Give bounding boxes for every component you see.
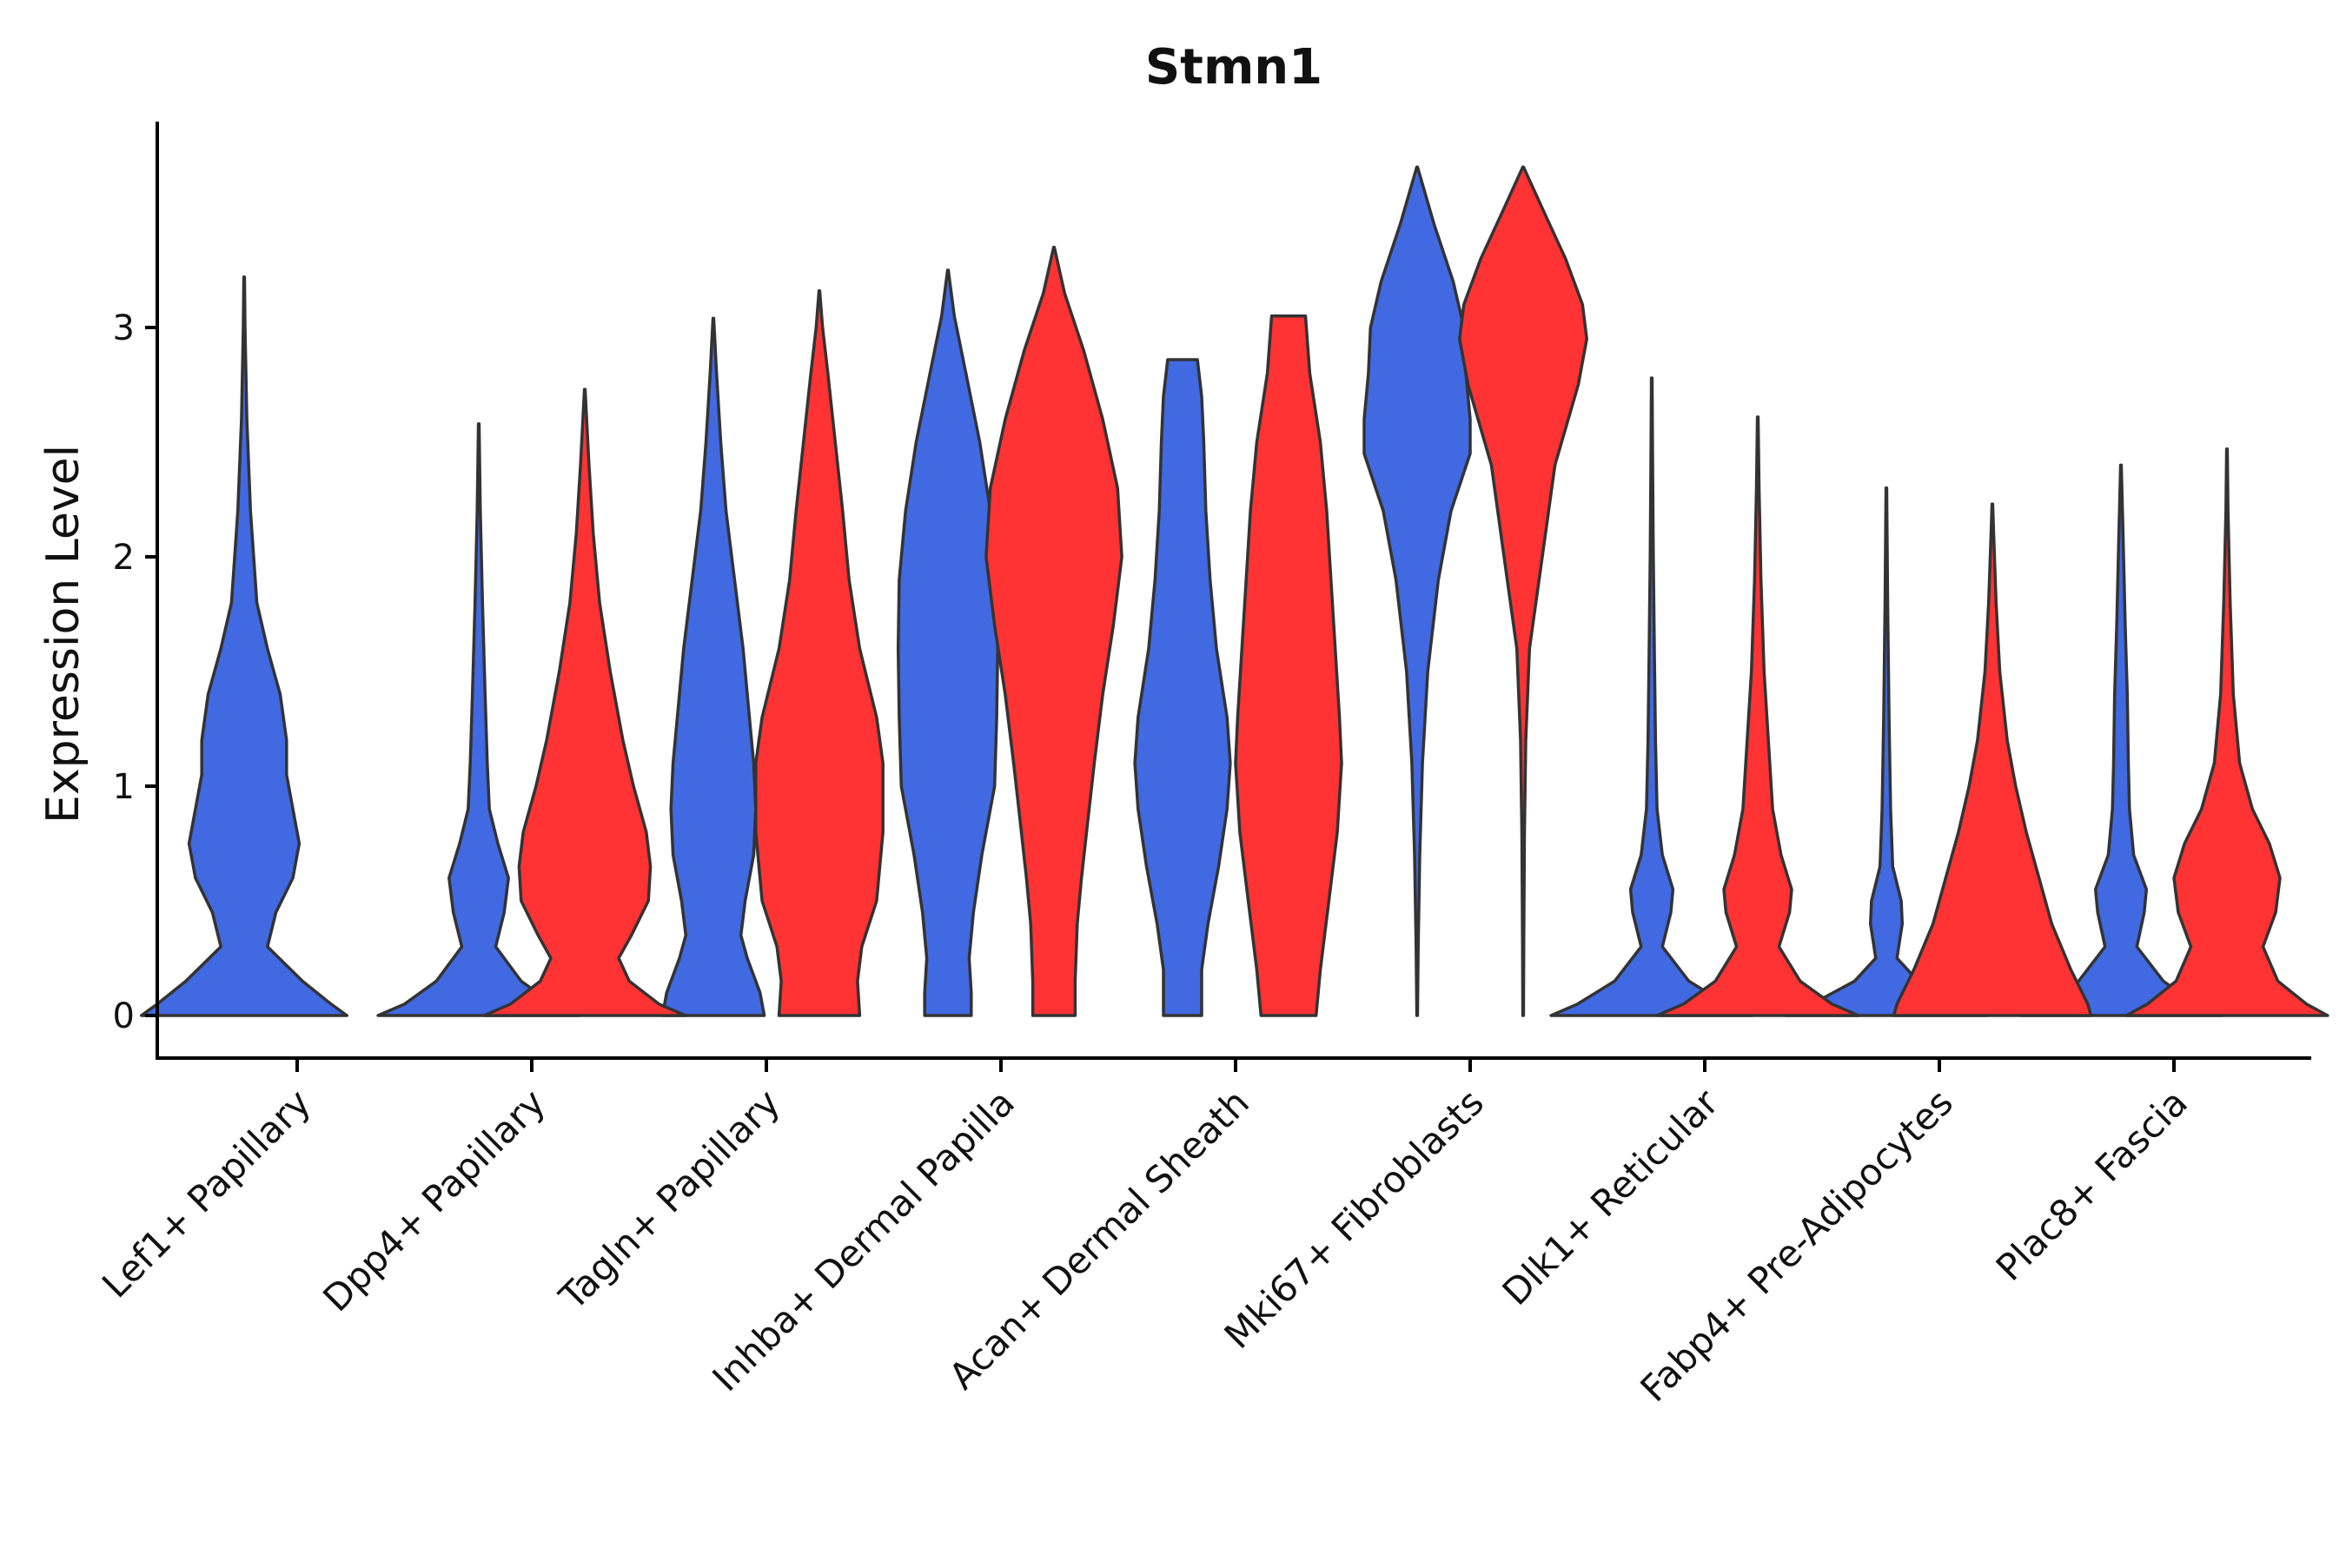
y-tick-label: 1 [113,767,135,807]
x-tick-label: Tagln+ Papillary [551,1081,788,1318]
x-tick-label: Mki67+ Fibroblasts [1216,1081,1492,1356]
violin-group2-6 [1655,415,1860,1017]
chart-title: Stmn1 [1145,39,1322,96]
x-tick-label: Dpp4+ Papillary [315,1081,553,1320]
violin-group1-5 [1362,165,1472,1017]
violin-group1-1 [376,422,581,1017]
y-axis-label: Expression Level [37,445,89,824]
violin-group2-8 [2124,447,2329,1017]
violin-group1-4 [1133,358,1232,1017]
violin-group2-2 [754,289,885,1017]
violin-group1-7 [1784,486,1989,1017]
x-tick-label: Plac8+ Fascia [1988,1081,2196,1288]
violin-group2-7 [1892,502,2093,1017]
y-tick-label: 3 [113,308,135,348]
y-tick-label: 0 [113,996,135,1036]
y-tick-label: 2 [113,538,135,578]
violin-group2-4 [1234,314,1343,1017]
violin-group2-1 [482,387,687,1017]
violin-group2-5 [1458,165,1588,1017]
violin-group1-0 [139,275,349,1017]
violin-group1-2 [660,316,766,1017]
violin-group1-8 [2018,463,2223,1017]
violin-group2-3 [984,245,1123,1017]
violin-group1-3 [896,268,1000,1017]
violin-group1-6 [1549,376,1754,1017]
x-tick-label: Lef1+ Papillary [94,1081,319,1306]
x-tick-label: Dlk1+ Reticular [1494,1081,1727,1313]
violin-group [139,165,2329,1017]
